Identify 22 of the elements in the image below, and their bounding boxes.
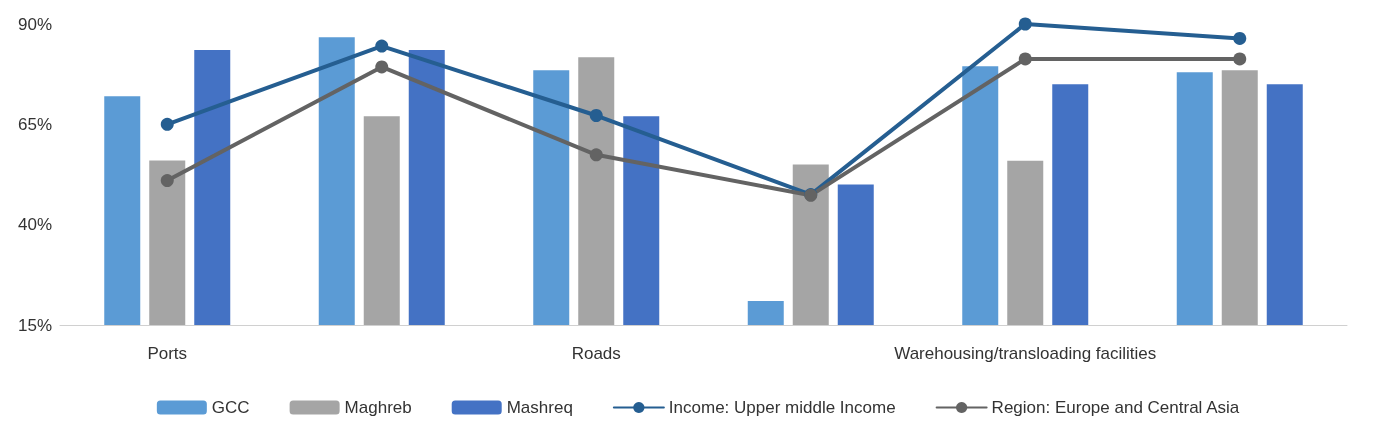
point <box>589 109 603 122</box>
x-tick-label: Roads <box>571 344 621 363</box>
point <box>1018 17 1032 31</box>
legend-label: Mashreq <box>506 398 573 417</box>
legend-label: Maghreb <box>344 398 412 417</box>
point <box>1018 52 1032 66</box>
x-tick-label: Ports <box>147 344 188 363</box>
point <box>589 148 603 162</box>
y-tick-label: 40% <box>17 215 52 235</box>
point <box>375 39 389 53</box>
point <box>375 60 389 74</box>
legend-label: Region: Europe and Central Asia <box>991 398 1240 417</box>
point <box>160 117 174 131</box>
point <box>160 174 174 188</box>
y-tick-label: 90% <box>17 14 52 34</box>
y-tick-label: 15% <box>17 315 52 335</box>
point <box>1233 31 1247 45</box>
y-tick-label: 65% <box>17 114 52 134</box>
legend-label: GCC <box>211 398 250 417</box>
point <box>1233 52 1247 66</box>
legend-label: Income: Upper middle Income <box>668 398 896 417</box>
x-tick-label: Warehousing/transloading facilities <box>894 344 1157 363</box>
